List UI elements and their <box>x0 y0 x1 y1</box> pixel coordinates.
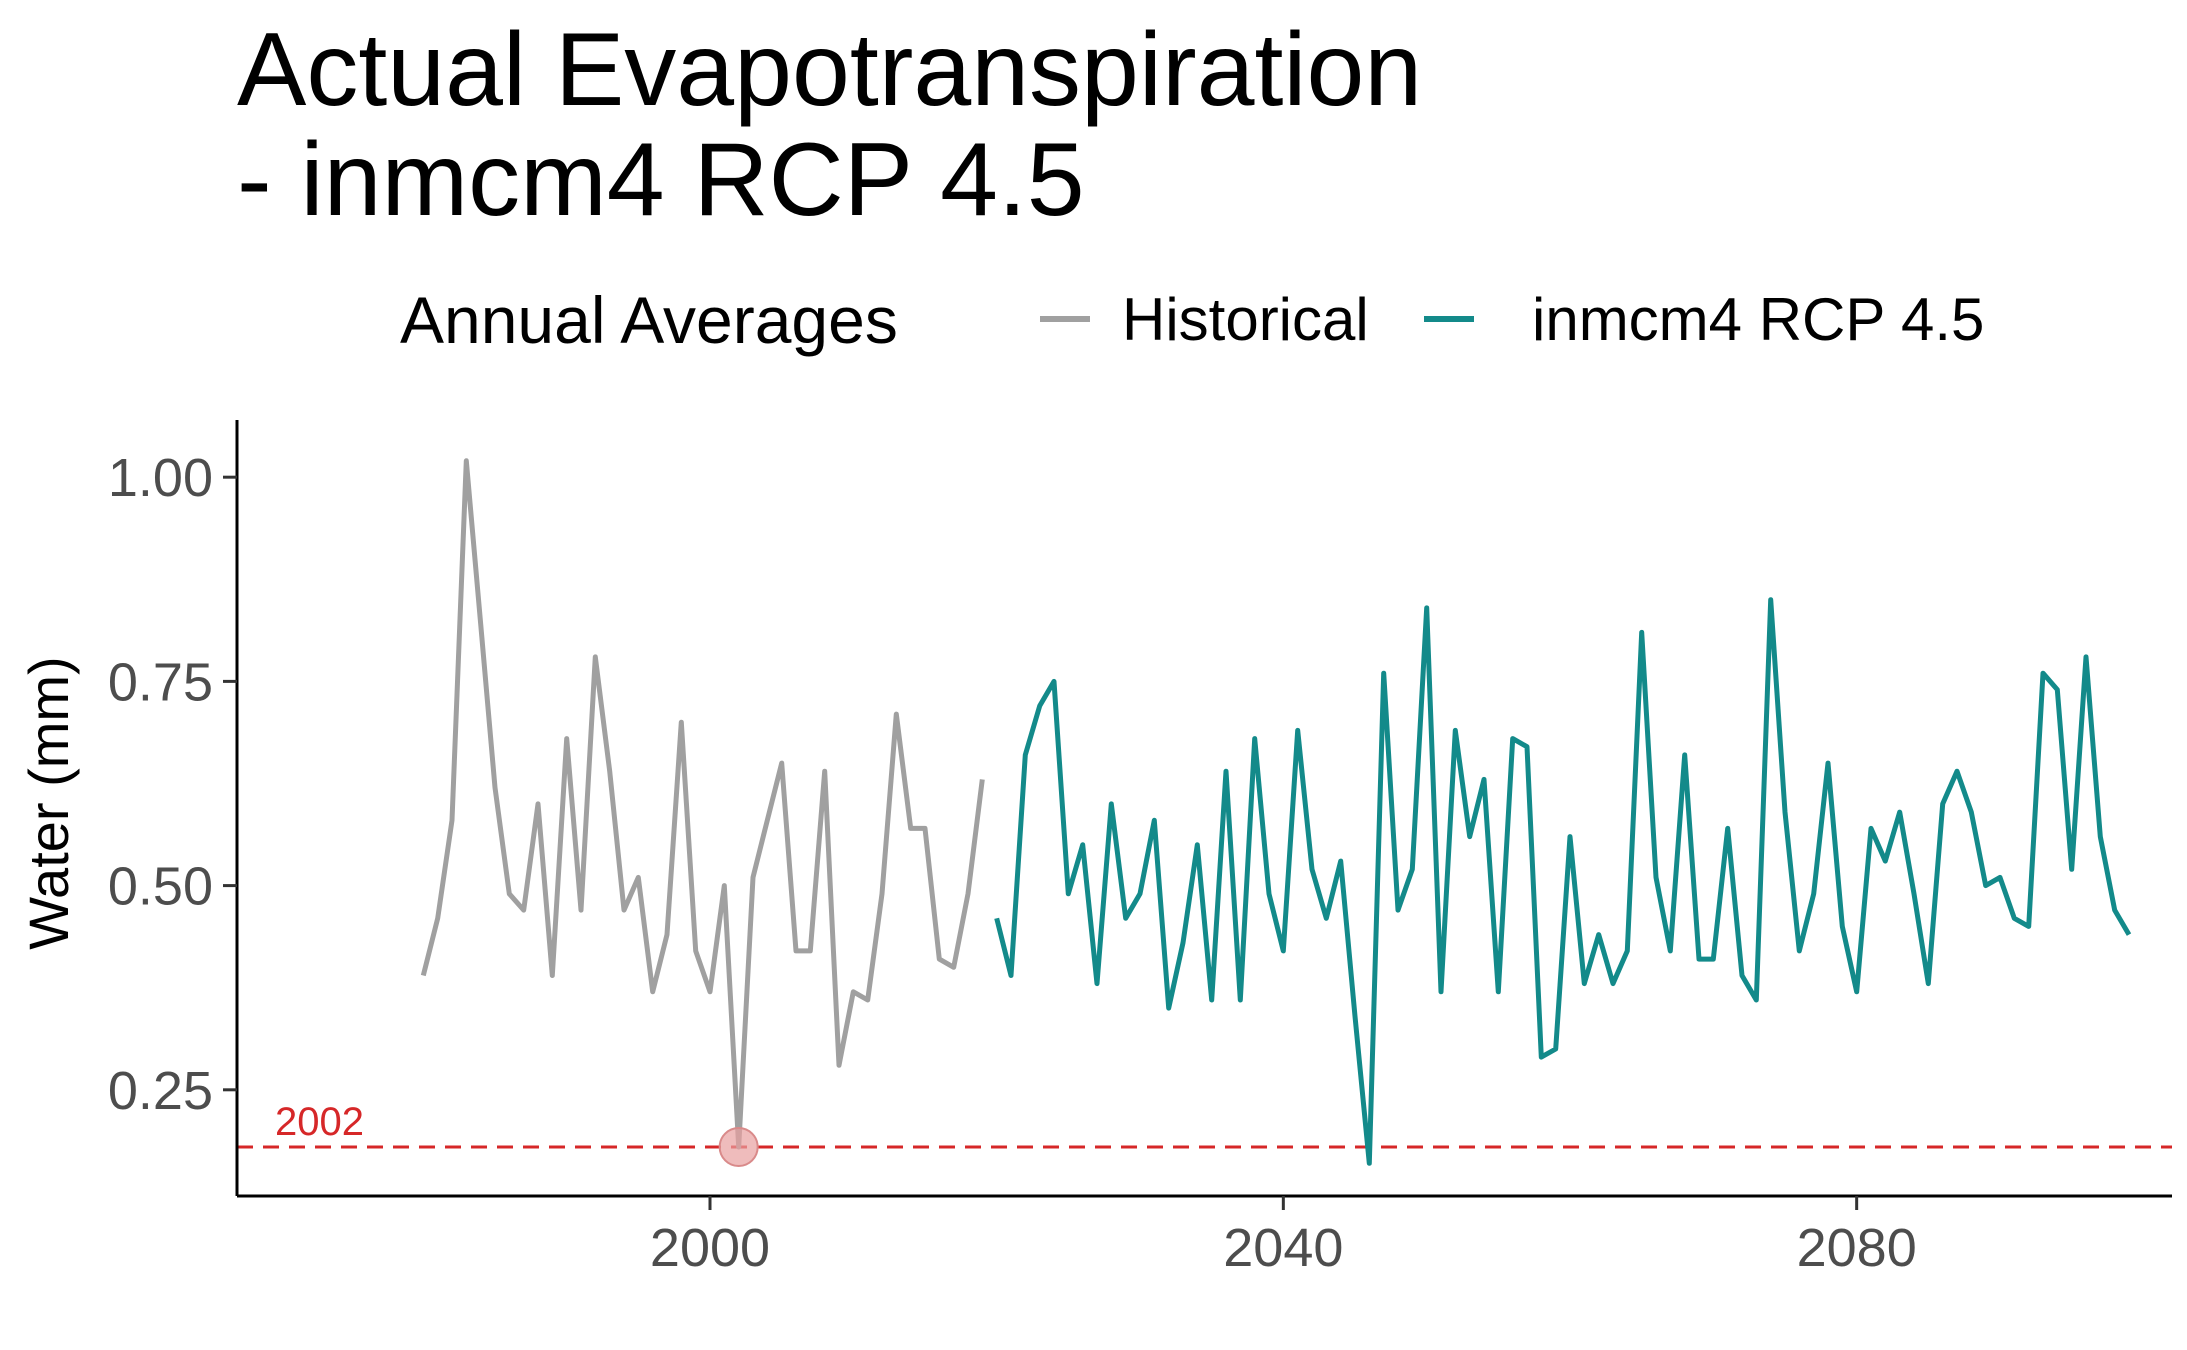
y-tick-label: 0.25 <box>108 1061 213 1121</box>
legend-title: Annual Averages <box>400 283 898 357</box>
chart-title-line-2: - inmcm4 RCP 4.5 <box>237 122 1085 238</box>
series-layer <box>420 458 2132 1167</box>
chart-title-line-1: Actual Evapotranspiration <box>237 12 1422 128</box>
x-tick-label: 2000 <box>650 1218 770 1278</box>
y-tick-label: 1.00 <box>108 448 213 508</box>
y-axis-title: Water (mm) <box>17 656 80 949</box>
y-tick-label: 0.75 <box>108 652 213 712</box>
series-line-rcp45 <box>994 597 2132 1166</box>
x-tick-label: 2040 <box>1223 1218 1343 1278</box>
series-line-historical <box>420 458 985 1150</box>
y-tick-label: 0.50 <box>108 857 213 917</box>
reference-line-label: 2002 <box>275 1100 364 1144</box>
x-tick-label: 2080 <box>1797 1218 1917 1278</box>
reference-layer: 2002 <box>237 1100 2172 1149</box>
axis-layer: 0.25 0.50 0.75 1.00 2000 2040 2080 <box>108 420 2172 1278</box>
highlight-point <box>718 1126 759 1167</box>
legend-label-historical: Historical <box>1122 286 1369 353</box>
plot-area: 2002 0.25 0.50 0.75 1.00 2000 2040 2080 <box>108 420 2172 1278</box>
legend-label-rcp45: inmcm4 RCP 4.5 <box>1532 286 1984 353</box>
legend: Annual Averages Historical inmcm4 RCP 4.… <box>400 283 1984 357</box>
